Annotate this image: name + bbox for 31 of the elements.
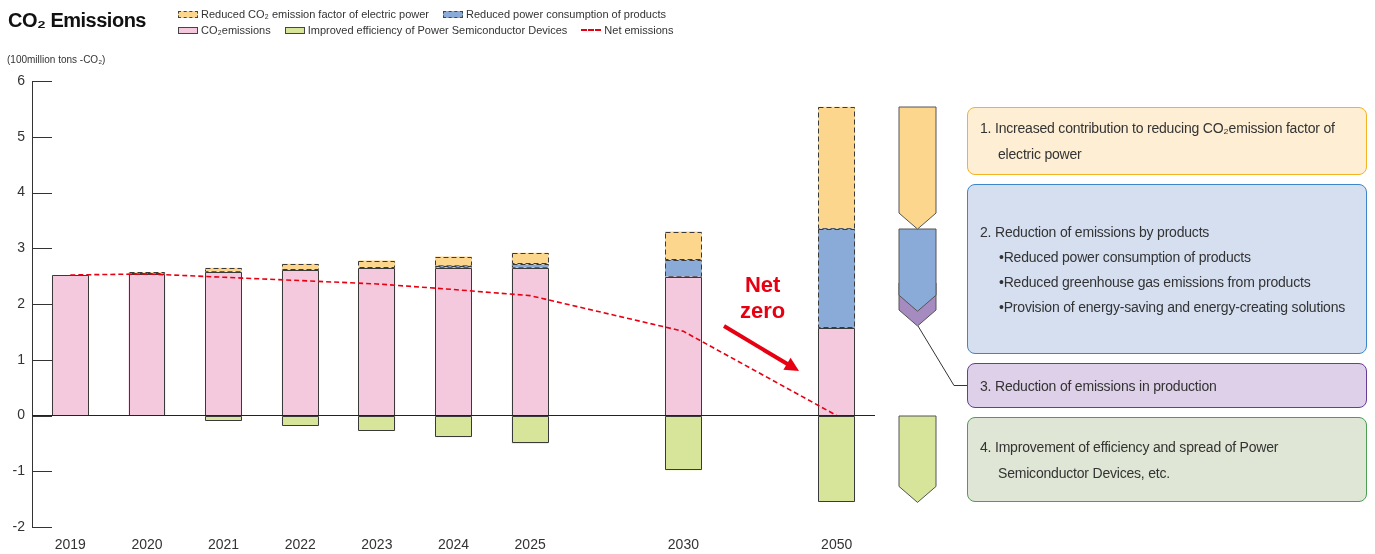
- x-tick-label: 2021: [208, 536, 240, 553]
- x-tick-label: 2050: [821, 536, 853, 553]
- y-tick-label: 4: [17, 183, 26, 200]
- text: 3. Reduction of emissions in production: [980, 376, 1218, 396]
- annotation: Net zero: [739, 271, 787, 324]
- chart-title: CO₂ Emissions: [8, 9, 146, 32]
- x-tick-label: 2020: [131, 536, 163, 553]
- line-series: [69, 273, 838, 417]
- y-tick-label: 5: [17, 127, 26, 144]
- x-tick-label: 2030: [667, 536, 700, 553]
- legend-label: CO₂emissions: [201, 24, 271, 36]
- x-tick-label: 2022: [284, 536, 317, 553]
- y-tick-label: -2: [12, 517, 26, 534]
- text: 1. Increased contribution to reducing CO₂emission factor of electric power: [980, 119, 1336, 164]
- legend-label: Reduced CO₂ emission factor of electric power: [201, 8, 430, 20]
- x-tick-label: 2025: [514, 536, 546, 553]
- y-tick-label: 1: [17, 350, 26, 367]
- x-tick-label: 2019: [54, 536, 87, 553]
- text: 2. Reduction of emissions by products •Reduced power consumption of products •Reduced greenhouse gas emissions from products •Provision of energy-saving and energy-creating solutions: [980, 222, 1347, 317]
- y-tick-label: -1: [12, 462, 26, 479]
- legend-label: Reduced power consumption of products: [466, 8, 666, 20]
- x-tick-label: 2024: [437, 536, 470, 553]
- x-tick-label: 2023: [361, 536, 393, 553]
- y-tick-label: 3: [17, 239, 26, 256]
- y-axis-title: (100million tons -CO₂): [7, 54, 106, 65]
- y-tick-label: 2: [17, 294, 26, 311]
- y-tick-label: 0: [17, 406, 26, 423]
- legend-label: Net emissions: [604, 24, 674, 36]
- legend-label: Improved efficiency of Power Semiconductor Devices: [307, 24, 568, 36]
- text: 4. Improvement of efficiency and spread of Power Semiconductor Devices, etc.: [980, 437, 1280, 483]
- y-tick-label: 6: [17, 71, 26, 88]
